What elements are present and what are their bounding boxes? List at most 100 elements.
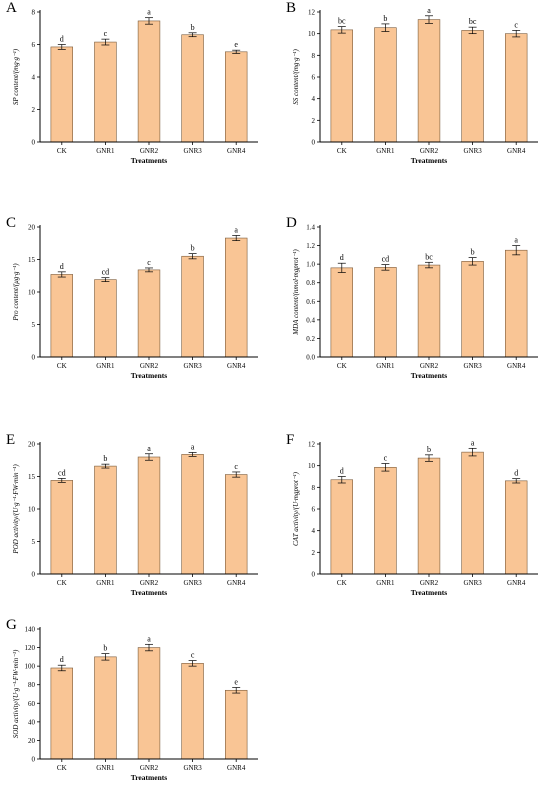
significance-letter: cd <box>58 468 66 477</box>
y-axis-title: CAT activity/(U·mgprot⁻¹) <box>292 471 300 546</box>
bar <box>461 451 484 575</box>
bar <box>94 279 117 358</box>
bar <box>417 264 441 358</box>
chart-svg: A 0 2 4 6 8 d CK c GNR1 a GNR2 b GNR3 e GNR4 Treatments S… <box>6 0 258 165</box>
x-axis-title: Treatments <box>411 588 447 597</box>
significance-letter: d <box>340 467 344 476</box>
y-tick-label: 4 <box>312 95 316 103</box>
significance-letter: a <box>147 634 151 643</box>
bar <box>225 237 248 358</box>
x-tick-label: GNR3 <box>463 579 482 587</box>
panel-label: E <box>6 432 15 448</box>
y-tick-label: 40 <box>28 718 36 726</box>
significance-letter: c <box>147 258 151 267</box>
x-tick-label: CK <box>337 579 347 587</box>
bar <box>94 41 117 143</box>
y-tick-label: 8 <box>312 484 316 492</box>
panel-label: B <box>286 0 296 16</box>
significance-letter: c <box>384 454 388 463</box>
panel-label: A <box>6 0 17 16</box>
chart-svg: E 0 5 10 15 20 cd CK b GNR1 a GNR2 a GNR3 c GNR4 Treatme… <box>6 432 258 597</box>
x-axis-title: Treatments <box>131 371 167 380</box>
y-tick-label: 10 <box>28 289 36 297</box>
bar <box>137 269 161 358</box>
x-tick-label: GNR4 <box>507 362 526 370</box>
x-tick-label: GNR1 <box>96 362 115 370</box>
y-tick-label: 140 <box>25 626 36 634</box>
x-axis-title: Treatments <box>411 156 447 165</box>
y-tick-label: 5 <box>32 321 36 329</box>
significance-letter: b <box>471 248 475 257</box>
significance-letter: b <box>427 445 431 454</box>
significance-letter: b <box>383 14 387 23</box>
x-tick-label: GNR2 <box>140 764 159 772</box>
y-tick-label: 8 <box>32 9 36 17</box>
significance-letter: c <box>191 651 195 660</box>
x-tick-label: GNR1 <box>376 362 395 370</box>
y-tick-label: 4 <box>312 527 316 535</box>
x-tick-label: GNR4 <box>507 147 526 155</box>
chart-svg: F 0 2 4 6 8 10 12 d CK c GNR1 b GNR2 a GNR3 d GNR4 Treatme… <box>286 432 538 597</box>
y-tick-label: 10 <box>308 462 316 470</box>
x-tick-label: CK <box>57 764 67 772</box>
y-tick-label: 0.8 <box>306 279 315 287</box>
x-axis-title: Treatments <box>131 156 167 165</box>
y-tick-label: 5 <box>32 538 36 546</box>
y-tick-label: 6 <box>32 41 36 49</box>
bar <box>330 267 354 358</box>
significance-letter: a <box>471 438 475 447</box>
x-tick-label: GNR4 <box>227 362 246 370</box>
panel-label: D <box>286 215 297 231</box>
bar <box>225 474 248 575</box>
bar <box>50 480 74 575</box>
bar <box>505 249 528 358</box>
bar <box>417 457 441 575</box>
significance-letter: cd <box>382 255 390 264</box>
significance-letter: cd <box>102 268 110 277</box>
significance-letter: d <box>60 35 64 44</box>
y-axis-title: MDA content/(nmol·mgprot⁻¹) <box>292 249 300 336</box>
y-tick-label: 0.2 <box>306 335 315 343</box>
y-tick-label: 0 <box>312 139 316 147</box>
significance-letter: d <box>60 655 64 664</box>
x-tick-label: GNR2 <box>420 579 439 587</box>
chart-svg: C 0 5 10 15 20 d CK cd GNR1 c GNR2 b GNR3 a GNR4 Treatme… <box>6 215 258 380</box>
y-tick-label: 0 <box>312 571 316 579</box>
x-tick-label: CK <box>337 362 347 370</box>
y-axis-title: SP content/(mg·g⁻¹) <box>12 48 20 105</box>
bar <box>225 689 248 760</box>
significance-letter: a <box>147 8 151 17</box>
significance-letter: bc <box>469 17 477 26</box>
chart-svg: B 0 2 4 6 8 10 12 bc CK b GNR1 a GNR2 bc GNR3 c GNR4 Treat… <box>286 0 538 165</box>
x-tick-label: GNR3 <box>183 579 202 587</box>
significance-letter: e <box>234 40 238 49</box>
x-axis-title: Treatments <box>411 371 447 380</box>
bar <box>94 465 117 575</box>
y-tick-label: 8 <box>312 52 316 60</box>
x-tick-label: CK <box>337 147 347 155</box>
significance-letter: b <box>191 23 195 32</box>
x-tick-label: GNR2 <box>420 362 439 370</box>
y-tick-label: 0 <box>32 139 36 147</box>
bar <box>50 46 74 143</box>
panel-label: C <box>6 215 16 231</box>
significance-letter: c <box>514 20 518 29</box>
bar <box>505 33 528 143</box>
panel-label: G <box>6 617 17 633</box>
bar <box>374 466 397 575</box>
significance-letter: b <box>191 244 195 253</box>
x-tick-label: GNR3 <box>463 147 482 155</box>
x-tick-label: GNR1 <box>96 579 115 587</box>
y-tick-label: 1.2 <box>306 242 315 250</box>
significance-letter: b <box>103 454 107 463</box>
bar <box>374 267 397 358</box>
significance-letter: c <box>104 29 108 38</box>
chart-panel-c: C 0 5 10 15 20 d CK cd GNR1 c GNR2 b GNR3 a GNR4 Treatme… <box>0 215 265 385</box>
y-tick-label: 12 <box>308 9 316 17</box>
x-tick-label: GNR1 <box>376 579 395 587</box>
y-tick-label: 0 <box>32 756 36 764</box>
x-tick-label: GNR3 <box>183 362 202 370</box>
significance-letter: bc <box>338 17 346 26</box>
x-tick-label: CK <box>57 579 67 587</box>
bar <box>225 51 248 143</box>
